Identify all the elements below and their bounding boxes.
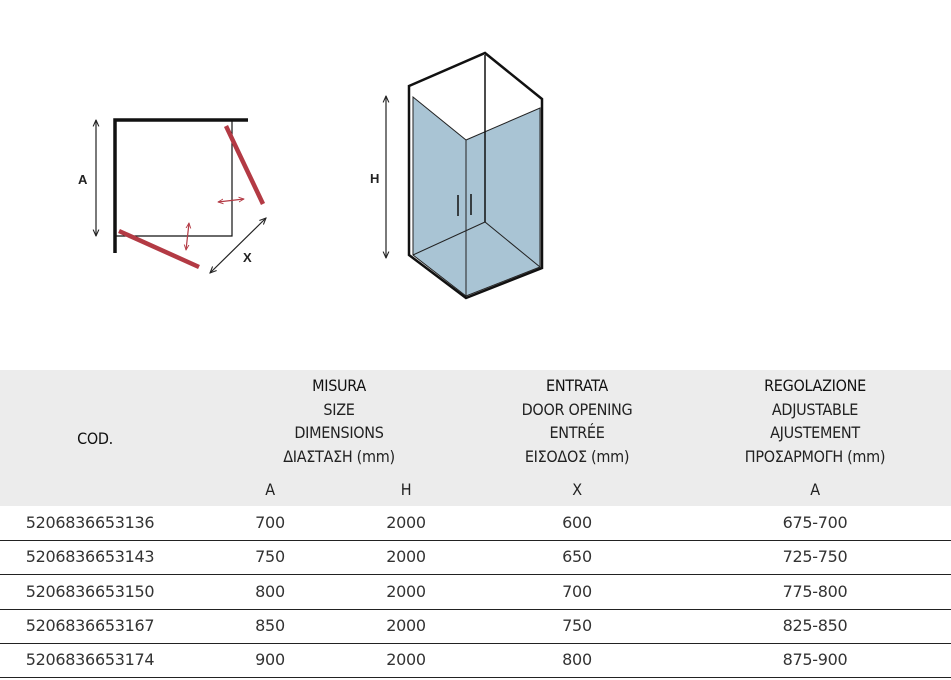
opening-x-cell: 650 [562,547,592,567]
tray-outline [115,120,233,237]
size-header: MISURA SIZE DIMENSIONS ΔΙΑΣΤΑΣΗ (mm) [283,376,395,466]
label-a: A [78,172,88,187]
opening-header: ENTRATA DOOR OPENING ENTRÉE ΕΙΣΟΔΟΣ (mm) [521,376,633,466]
table-row: 5206836653174 900 2000 800 875-900 [0,643,951,679]
cod-header: COD. [77,429,113,448]
size-a-cell: 900 [255,650,285,670]
adjust-header: REGOLAZIONE ADJUSTABLE AJUSTEMENT ΠΡΟΣΑΡΜΟΓ… [744,376,886,466]
opening-x-cell: 600 [562,513,592,532]
table-header: COD. MISURA SIZE DIMENSIONS ΔΙΑΣΤΑΣΗ (mm) E… [0,370,951,506]
cod-cell: 5206836653143 [25,547,155,567]
size-h-cell: 2000 [386,650,426,670]
shower-diagrams: A X H [78,51,544,300]
size-h-cell: 2000 [386,547,426,567]
door-left [118,228,200,270]
3d-view-diagram: H [370,51,544,300]
sub-header-h: H [400,480,412,499]
sub-header-x: X [572,480,582,499]
adjust-cell: 775-800 [782,581,848,601]
door-swing-arrow-icon [218,199,244,202]
table-row: 5206836653150 800 2000 700 775-800 [0,575,951,610]
opening-x-cell: 800 [562,650,592,670]
cod-cell: 5206836653136 [25,513,155,532]
adjust-cell: 725-750 [782,547,848,567]
table-row: 5206836653136 700 2000 600 675-700 [0,506,951,541]
table-row: 5206836653143 750 2000 650 725-750 [0,540,951,576]
wall-outline [113,118,248,253]
label-h: H [370,171,379,186]
size-a-cell: 800 [255,581,285,601]
cod-cell: 5206836653150 [25,581,155,601]
adjust-cell: 675-700 [782,513,848,532]
opening-x-cell: 750 [562,615,592,635]
sub-header-adjust-a: A [810,480,820,499]
size-a-cell: 700 [255,513,285,532]
cod-cell: 5206836653167 [25,615,155,635]
label-x: X [243,250,252,265]
door-swing-arrow-icon [186,223,189,250]
opening-x-cell: 700 [562,581,592,601]
top-view-diagram: A X [78,118,266,273]
table-row: 5206836653167 850 2000 750 825-850 [0,609,951,644]
size-h-cell: 2000 [386,513,426,532]
size-h-cell: 2000 [386,581,426,601]
size-a-cell: 750 [255,547,285,567]
size-a-cell: 850 [255,615,285,635]
adjust-cell: 825-850 [782,615,848,635]
cod-cell: 5206836653174 [25,650,155,670]
adjust-cell: 875-900 [782,650,848,670]
door-right [223,125,266,205]
dimension-arrow-x [210,218,266,273]
sub-header-a: A [265,480,275,499]
size-h-cell: 2000 [386,615,426,635]
